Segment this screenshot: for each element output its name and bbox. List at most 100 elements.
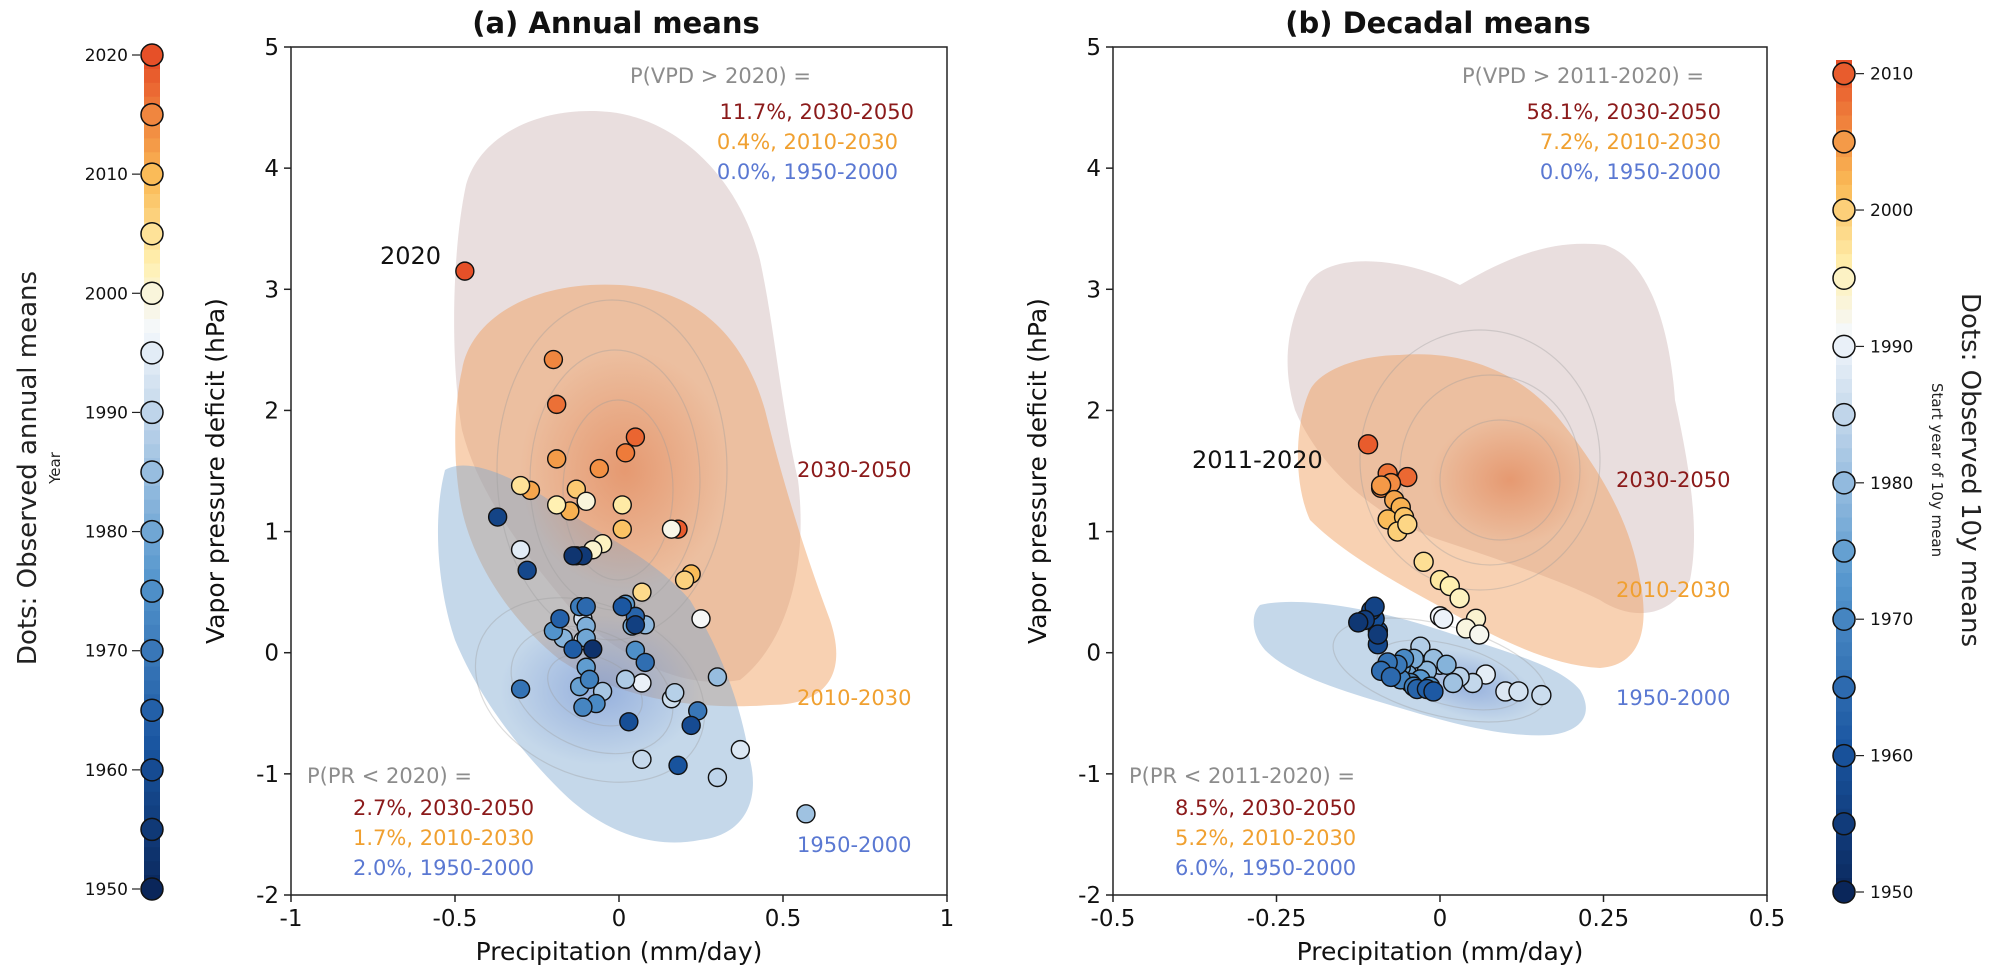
colorbar-segment xyxy=(144,319,160,334)
data-point xyxy=(1397,514,1418,535)
colorbar-segment xyxy=(144,68,160,84)
left-colorbar-segments xyxy=(140,43,164,901)
y-tick-label: 1 xyxy=(1086,520,1101,546)
data-point xyxy=(625,615,646,635)
data-point xyxy=(615,669,636,690)
colorbar-node xyxy=(1832,198,1856,222)
panel-a-prob-pr-2010-2030: 1.7%, 2010-2030 xyxy=(353,826,534,850)
panel-a-prob-vpd-2010-2030: 0.4%, 2010-2030 xyxy=(717,130,898,154)
colorbar-segment xyxy=(144,722,160,737)
colorbar-segment xyxy=(144,791,160,807)
panel-annual-means: (a) Annual means -1 -0.5 0 0.5 1-2-1012345Pr… xyxy=(201,6,954,966)
x-axis-label: Precipitation (mm/day) xyxy=(476,937,763,966)
data-point xyxy=(1348,612,1369,633)
panel-a-highlight-label: 2020 xyxy=(380,242,441,270)
panel-b-prob-pr: P(PR < 2011-2020) = 8.5%, 2030-2050 5.2%… xyxy=(1129,764,1356,880)
data-point xyxy=(691,609,711,629)
y-tick-label: 2 xyxy=(264,398,279,424)
data-point xyxy=(543,349,564,370)
colorbar-segment xyxy=(1836,725,1852,741)
panel-b-prob-vpd-header: P(VPD > 2011-2020) = xyxy=(1462,64,1704,88)
colorbar-segment xyxy=(144,444,160,459)
colorbar-tick-label: 2000 xyxy=(85,284,128,304)
data-point xyxy=(681,715,701,736)
colorbar-segment xyxy=(144,194,160,209)
colorbar-node xyxy=(140,221,164,246)
colorbar-node xyxy=(140,281,164,306)
colorbar-segment xyxy=(1836,101,1852,117)
colorbar-segment xyxy=(1836,226,1852,241)
y-axis-label: Vapor pressure deficit (hPa) xyxy=(201,298,230,644)
kde-core-2030-2050 xyxy=(520,350,730,590)
data-point xyxy=(661,519,682,539)
data-point xyxy=(1357,434,1379,455)
data-point xyxy=(517,560,537,581)
x-tick-label: 1 xyxy=(940,906,955,932)
panel-b-points xyxy=(1348,434,1552,706)
colorbar-segment xyxy=(1836,573,1852,588)
y-tick-label: -2 xyxy=(1078,883,1101,909)
colorbar-tick-label: 2010 xyxy=(85,165,128,185)
y-tick-label: 3 xyxy=(264,277,279,303)
colorbar-segment xyxy=(1836,157,1852,172)
y-tick-label: 2 xyxy=(1086,398,1101,424)
data-point xyxy=(1367,624,1389,645)
colorbar-node xyxy=(140,162,164,186)
colorbar-segment xyxy=(1836,184,1852,200)
panel-b-region-label-1950-2000: 1950-2000 xyxy=(1616,686,1730,710)
data-point xyxy=(665,682,685,703)
colorbar-segment xyxy=(144,124,160,139)
panel-b-axes: -0.5 -0.25 0 0.25 0.5 -2 -1 0 1 2 3 4 5 Precipitation… xyxy=(1023,35,1785,966)
data-point xyxy=(576,491,596,511)
data-point xyxy=(1423,681,1444,702)
panel-decadal-means: (b) Decadal means -0.5 -0.25 0 0.25 0.5 -2 -1 0… xyxy=(1023,6,1785,966)
data-point xyxy=(1508,681,1529,702)
colorbar-segment xyxy=(144,485,160,501)
data-point xyxy=(1433,608,1454,629)
data-point xyxy=(635,652,655,673)
panel-a-region-label-2010-2030: 2010-2030 xyxy=(797,686,911,710)
colorbar-segment xyxy=(144,249,160,265)
data-point xyxy=(563,639,583,659)
data-point xyxy=(455,261,475,281)
data-point xyxy=(510,679,531,699)
panel-a-prob-vpd-header: P(VPD > 2020) = xyxy=(630,64,811,88)
data-point xyxy=(707,667,728,687)
data-point xyxy=(1380,666,1402,688)
colorbar-segment xyxy=(1836,254,1852,269)
colorbar-segment xyxy=(144,666,160,682)
data-point xyxy=(625,427,646,447)
colorbar-segment xyxy=(144,624,160,640)
colorbar-tick-label: 1990 xyxy=(1870,337,1913,357)
data-point xyxy=(589,458,610,479)
colorbar-node xyxy=(140,341,164,365)
colorbar-segment xyxy=(144,805,160,821)
colorbar-segment xyxy=(1836,767,1852,782)
panel-b-density-regions xyxy=(1253,243,1695,736)
colorbar-segment xyxy=(1836,836,1852,851)
data-point xyxy=(668,755,688,776)
colorbar-node xyxy=(1832,607,1856,631)
data-point xyxy=(550,609,570,629)
colorbar-segment xyxy=(1836,378,1852,394)
colorbar-node xyxy=(140,817,164,842)
colorbar-segment xyxy=(144,847,160,862)
colorbar-segment xyxy=(144,611,160,626)
data-point xyxy=(612,495,632,515)
colorbar-segment xyxy=(1836,323,1852,338)
x-tick-label: 0.5 xyxy=(1749,906,1786,932)
data-point xyxy=(1449,588,1470,609)
data-point xyxy=(487,507,508,527)
panel-b-prob-vpd-1950-2000: 0.0%, 1950-2000 xyxy=(1540,160,1721,184)
colorbar-node xyxy=(1832,471,1856,495)
colorbar-node xyxy=(140,758,164,782)
x-tick-label: -0.25 xyxy=(1247,906,1307,932)
data-point xyxy=(615,443,636,463)
right-colorbar-subtitle: Start year of 10y mean xyxy=(1928,383,1946,557)
panel-a-prob-vpd-2030-2050: 11.7%, 2030-2050 xyxy=(719,100,914,124)
colorbar-segment xyxy=(1836,656,1852,671)
colorbar-segment xyxy=(1836,781,1852,796)
colorbar-tick-label: 2020 xyxy=(85,46,128,66)
panel-a-prob-pr-1950-2000: 2.0%, 1950-2000 xyxy=(353,856,534,880)
